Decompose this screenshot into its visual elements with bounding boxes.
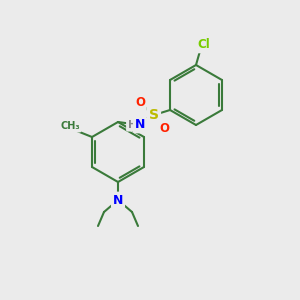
- Text: S: S: [149, 108, 159, 122]
- Text: Cl: Cl: [198, 38, 210, 52]
- Text: CH₃: CH₃: [60, 121, 80, 131]
- Text: H: H: [128, 120, 136, 130]
- Text: N: N: [135, 118, 145, 131]
- Text: O: O: [135, 97, 145, 110]
- Text: O: O: [159, 122, 169, 136]
- Text: N: N: [113, 194, 123, 206]
